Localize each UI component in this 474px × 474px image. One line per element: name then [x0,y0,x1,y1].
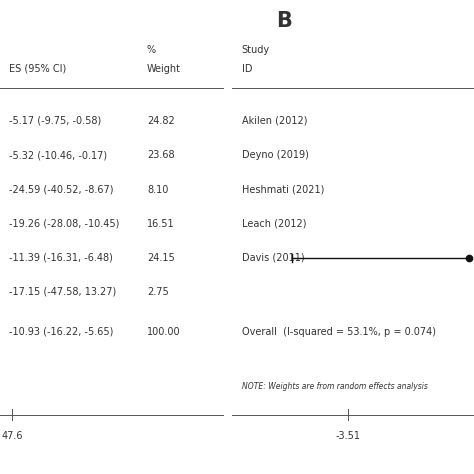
Text: 23.68: 23.68 [147,150,174,161]
Text: -10.93 (-16.22, -5.65): -10.93 (-16.22, -5.65) [9,327,114,337]
Text: Weight: Weight [147,64,181,74]
Text: Leach (2012): Leach (2012) [242,219,306,229]
Text: %: % [147,45,156,55]
Text: NOTE: Weights are from random effects analysis: NOTE: Weights are from random effects an… [242,382,428,391]
Text: Akilen (2012): Akilen (2012) [242,116,307,126]
Text: 47.6: 47.6 [1,431,23,441]
Text: 16.51: 16.51 [147,219,174,229]
Text: -11.39 (-16.31, -6.48): -11.39 (-16.31, -6.48) [9,253,113,263]
Text: Heshmati (2021): Heshmati (2021) [242,184,324,195]
Text: Davis (2011): Davis (2011) [242,253,304,263]
Text: -3.51: -3.51 [336,431,361,441]
Text: 24.15: 24.15 [147,253,175,263]
Text: ID: ID [242,64,252,74]
Text: Overall  (I-squared = 53.1%, p = 0.074): Overall (I-squared = 53.1%, p = 0.074) [242,327,436,337]
Text: -5.32 (-10.46, -0.17): -5.32 (-10.46, -0.17) [9,150,108,161]
Text: -17.15 (-47.58, 13.27): -17.15 (-47.58, 13.27) [9,287,117,297]
Text: 100.00: 100.00 [147,327,181,337]
Text: 8.10: 8.10 [147,184,168,195]
Text: ES (95% CI): ES (95% CI) [9,64,67,74]
Text: -5.17 (-9.75, -0.58): -5.17 (-9.75, -0.58) [9,116,102,126]
Text: 2.75: 2.75 [147,287,169,297]
Text: -24.59 (-40.52, -8.67): -24.59 (-40.52, -8.67) [9,184,114,195]
Text: B: B [276,11,292,31]
Text: Study: Study [242,45,270,55]
Text: Deyno (2019): Deyno (2019) [242,150,309,161]
Text: 24.82: 24.82 [147,116,175,126]
Text: -19.26 (-28.08, -10.45): -19.26 (-28.08, -10.45) [9,219,120,229]
